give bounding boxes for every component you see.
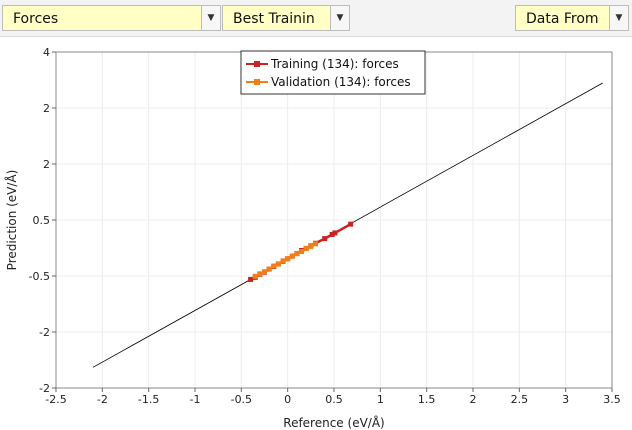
- x-tick-label: -1.5: [138, 393, 159, 406]
- y-tick-label: 2: [43, 102, 50, 115]
- y-tick-label: 0.5: [33, 214, 51, 227]
- x-tick-label: -1: [190, 393, 201, 406]
- model-combo[interactable]: Best Trainin ▼: [222, 5, 350, 31]
- data-point: [266, 266, 272, 272]
- data-point: [271, 263, 277, 269]
- source-combo[interactable]: Data From ▼: [515, 5, 629, 31]
- legend: Training (134): forces Validation (134):…: [240, 50, 426, 95]
- x-tick-label: 1.5: [418, 393, 436, 406]
- x-tick-label: 0.5: [325, 393, 343, 406]
- quantity-combo-label: Forces: [13, 11, 59, 27]
- data-point: [322, 236, 328, 242]
- legend-label-training: Training (134): forces: [270, 57, 399, 71]
- x-tick-label: 3.5: [603, 393, 621, 406]
- data-point: [332, 230, 338, 236]
- legend-marker-training: [254, 61, 260, 67]
- data-point: [275, 261, 281, 267]
- x-axis: -2.5 -2 -1.5 -1 -0.5 0 0.5 1 1.5 2 2.5 3 3.5: [45, 388, 621, 406]
- x-tick-label: 1: [377, 393, 384, 406]
- data-point: [285, 256, 291, 262]
- data-point: [329, 231, 335, 237]
- data-point: [252, 273, 258, 279]
- data-point: [289, 253, 295, 259]
- legend-label-validation: Validation (134): forces: [271, 75, 411, 89]
- y-tick-label: -2: [39, 382, 50, 395]
- x-tick-label: 2: [470, 393, 477, 406]
- chevron-down-icon[interactable]: ▼: [609, 6, 628, 30]
- y-axis: 4 2 2 0.5 -0.5 -2 -2: [29, 46, 56, 395]
- y-tick-label: 2: [43, 158, 50, 171]
- x-tick-label: -0.5: [231, 393, 252, 406]
- x-axis-label: Reference (eV/Å): [283, 415, 384, 430]
- chevron-down-icon[interactable]: ▼: [330, 6, 349, 30]
- toolbar: Forces ▼ Best Trainin ▼ Data From ▼: [0, 0, 632, 37]
- grid: [55, 51, 613, 389]
- quantity-combo[interactable]: Forces ▼: [2, 5, 221, 31]
- legend-marker-validation: [254, 79, 260, 85]
- legend-box: [240, 50, 426, 95]
- y-tick-label: -2: [39, 326, 50, 339]
- data-point: [294, 251, 300, 257]
- y-tick-label: 4: [43, 46, 50, 59]
- x-tick-label: -2.5: [45, 393, 66, 406]
- data-point: [280, 258, 286, 264]
- chevron-down-icon[interactable]: ▼: [201, 6, 220, 30]
- data-point: [308, 243, 314, 249]
- source-combo-label: Data From: [526, 11, 599, 27]
- series-validation: [252, 241, 318, 279]
- data-point: [348, 221, 354, 227]
- data-point: [262, 269, 267, 275]
- y-axis-label: Prediction (eV/Å): [4, 170, 19, 271]
- y-tick-label: -0.5: [29, 270, 50, 283]
- x-tick-label: -2: [97, 393, 108, 406]
- data-point: [303, 245, 309, 251]
- x-tick-label: 2.5: [511, 393, 529, 406]
- model-combo-label: Best Trainin: [233, 11, 315, 27]
- x-tick-label: 0: [284, 393, 291, 406]
- data-point: [312, 241, 318, 247]
- data-point: [248, 276, 254, 282]
- data-point: [257, 271, 263, 277]
- series-layer: [248, 221, 354, 282]
- data-point: [299, 249, 305, 255]
- x-tick-label: 3: [562, 393, 569, 406]
